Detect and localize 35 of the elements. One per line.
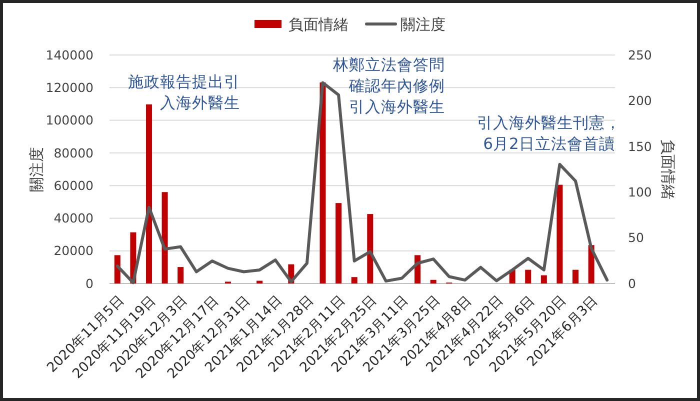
y2-tick-label: 200 (628, 93, 652, 108)
y-axis-title: 關注度 (27, 146, 46, 192)
bar (162, 192, 168, 284)
bar (540, 275, 547, 284)
legend-label: 負面情緒 (288, 15, 348, 34)
annotation: 施政報告提出引入海外醫生 (128, 73, 240, 112)
bar (178, 267, 184, 284)
annotation: 林鄭立法會答問確認年內修例引入海外醫生 (332, 56, 445, 116)
y-tick-label: 100000 (46, 112, 94, 128)
bar (525, 270, 532, 284)
legend-label: 關注度 (400, 15, 446, 34)
y2-tick-label: 50 (628, 230, 644, 246)
y2-tick-label: 250 (628, 47, 652, 62)
y-tick-label: 80000 (54, 145, 94, 160)
y-tick-label: 140000 (46, 47, 94, 62)
y2-axis-title: 負面情緒 (658, 139, 677, 200)
annotation: 引入海外醫生刊憲，6月2日立法會首讀 (477, 114, 621, 153)
bar (351, 277, 358, 284)
y2-tick-label: 150 (628, 138, 652, 154)
y-tick-label: 120000 (46, 80, 94, 96)
bar (114, 255, 120, 284)
y-tick-label: 40000 (54, 210, 94, 226)
y2-tick-label: 0 (628, 276, 636, 291)
bar (572, 270, 579, 284)
y-tick-label: 20000 (54, 243, 94, 258)
bar (430, 280, 436, 284)
y-tick-label: 0 (86, 276, 94, 291)
y-tick-label: 60000 (54, 178, 94, 193)
bar (367, 214, 374, 284)
bar (556, 184, 563, 284)
bar (320, 82, 326, 284)
bar (256, 280, 263, 284)
bar (336, 203, 342, 284)
y2-tick-label: 100 (628, 184, 652, 200)
bar (146, 104, 152, 284)
